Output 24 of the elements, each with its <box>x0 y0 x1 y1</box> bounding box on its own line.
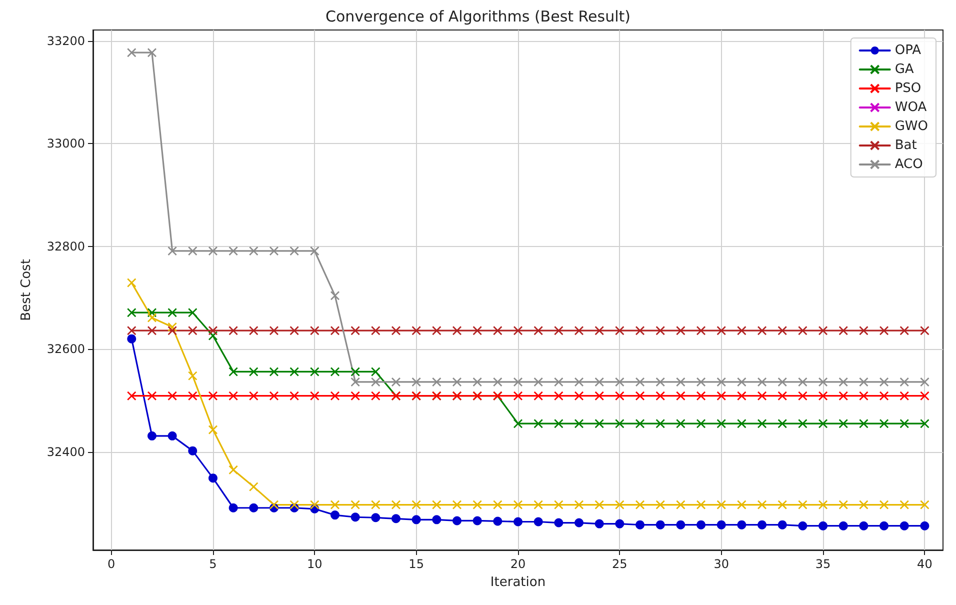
y-tick-label: 32600 <box>46 342 85 356</box>
x-tick-label: 15 <box>408 557 424 571</box>
y-tick-label: 33200 <box>46 34 85 48</box>
legend-label: GA <box>894 62 914 77</box>
legend-label: WOA <box>894 100 927 115</box>
legend-label: ACO <box>894 157 923 172</box>
y-tick-label: 32400 <box>46 444 85 459</box>
x-tick-label: 0 <box>107 557 116 571</box>
y-tick-label: 32800 <box>46 239 85 254</box>
x-tick-label: 40 <box>917 557 932 571</box>
legend-label: OPA <box>894 43 922 58</box>
x-axis-title: Iteration <box>490 575 546 590</box>
x-tick-label: 30 <box>714 557 729 571</box>
legend-label: PSO <box>894 81 922 96</box>
y-tick-label: 33000 <box>46 136 85 151</box>
x-tick-label: 20 <box>510 557 526 571</box>
x-tick-label: 10 <box>307 557 322 571</box>
x-tick-label: 35 <box>815 557 831 571</box>
x-tick-label: 5 <box>209 557 217 571</box>
legend-label: Bat <box>894 138 917 153</box>
chart-title: Convergence of Algorithms (Best Result) <box>326 8 630 26</box>
legend-label: GWO <box>894 119 928 134</box>
y-axis-title: Best Cost <box>19 259 34 321</box>
x-tick-label: 25 <box>612 557 628 571</box>
